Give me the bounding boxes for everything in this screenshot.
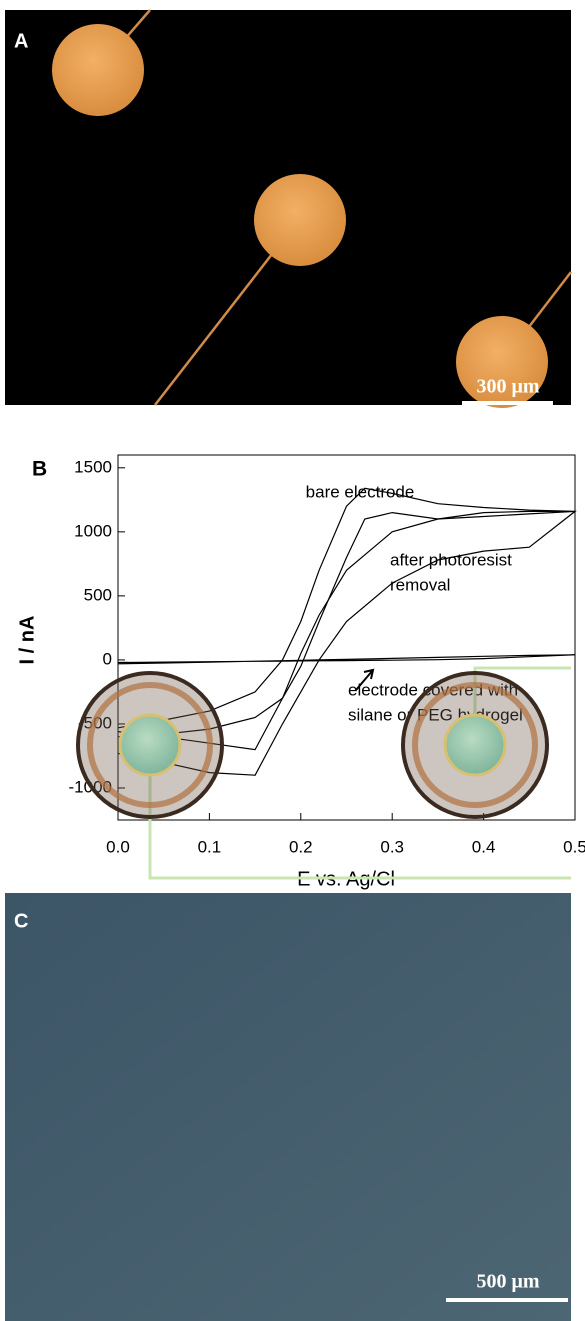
panel-label: C: [14, 910, 28, 932]
micrograph-c: [5, 893, 571, 1321]
panel-c: C 500 μm: [5, 666, 571, 1321]
y-tick-label: 1500: [74, 457, 112, 476]
y-tick-label: 500: [84, 585, 112, 604]
x-tick-label: 0.4: [472, 837, 496, 856]
electrode: [254, 174, 346, 266]
electrode: [456, 316, 548, 408]
y-tick-label: 0: [103, 649, 112, 668]
electrode: [118, 713, 182, 777]
annotation: removal: [390, 575, 450, 594]
annotation: after photoresist: [390, 550, 512, 569]
lead: [473, 666, 571, 730]
y-tick-label: 1000: [74, 521, 112, 540]
scale-bar-label: 300 μm: [477, 376, 540, 398]
y-axis-label: I / nA: [16, 616, 38, 665]
panel-a: A 300 μm: [5, 9, 572, 408]
plot-frame: [117, 454, 576, 821]
x-tick-label: 0.2: [289, 837, 313, 856]
panel-label: A: [14, 30, 28, 52]
well-rim: [87, 682, 213, 808]
annotation-arrow: [355, 668, 375, 691]
electrode: [52, 24, 144, 116]
well-rim: [412, 682, 538, 808]
panel-b: B I / nA E vs. Ag/Cl bare electrode afte…: [16, 454, 585, 890]
panel-label: B: [32, 458, 47, 481]
x-tick-label: 0.1: [198, 837, 222, 856]
x-tick-label: 0.3: [380, 837, 404, 856]
scale-bar-label: 500 μm: [477, 1271, 540, 1293]
lead: [148, 760, 571, 880]
cv-curve: [117, 510, 577, 776]
cv-curve: [117, 654, 576, 665]
cv-curve: [117, 487, 576, 751]
x-tick-label: 0.5: [563, 837, 585, 856]
annotation: bare electrode: [306, 482, 415, 501]
x-tick-label: 0.0: [106, 837, 130, 856]
electrode: [443, 713, 507, 777]
